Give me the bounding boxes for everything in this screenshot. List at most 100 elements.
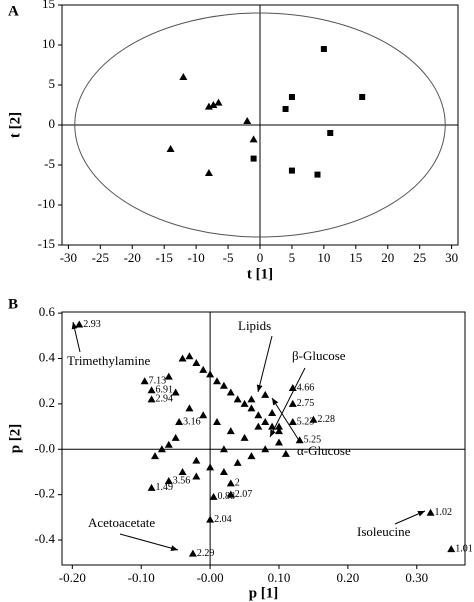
y-tick-label: -0.2 (34, 486, 55, 501)
annotation-arrow (269, 367, 306, 438)
point (164, 477, 173, 485)
point (275, 438, 283, 446)
x-tick-label: -25 (92, 250, 109, 265)
point-label: 1.02 (435, 507, 453, 518)
point (204, 169, 213, 176)
x-tick-label: -0.20 (59, 570, 86, 585)
point (199, 411, 208, 419)
point (447, 545, 456, 553)
x-axis-label: p [1] (249, 585, 279, 601)
point (249, 135, 258, 143)
point (247, 452, 256, 460)
annotation: Lipids (238, 318, 271, 333)
y-tick-label: -10 (38, 196, 55, 211)
point (171, 433, 180, 441)
point-label: 2 (235, 478, 240, 489)
x-tick-label: 20 (381, 250, 394, 265)
y-tick-label: 5 (49, 76, 56, 91)
point (175, 418, 184, 426)
point-label: 3.16 (183, 416, 201, 427)
x-tick-label: 0.20 (337, 570, 360, 585)
point-label: 4.66 (297, 382, 315, 393)
point-label: 5.23 (297, 416, 315, 427)
y-tick-label: 0.2 (39, 395, 55, 410)
point (233, 458, 242, 466)
point (254, 422, 263, 430)
annotation-arrow (119, 533, 179, 552)
point (426, 508, 435, 516)
point (288, 94, 295, 100)
y-tick-label: -5 (44, 156, 55, 171)
point (179, 73, 188, 80)
point-label: 1.49 (156, 482, 174, 493)
plot-frame (61, 311, 466, 566)
x-tick-label: -15 (156, 250, 173, 265)
point (247, 395, 256, 403)
point (288, 384, 297, 392)
point (314, 171, 321, 178)
annotation: β-Glucose (292, 348, 346, 363)
point-label: 5.25 (304, 434, 322, 445)
point-label: 2.75 (297, 398, 315, 409)
annotation-arrow (256, 335, 273, 393)
x-tick-label: 0 (257, 250, 264, 265)
point (240, 399, 249, 407)
point-label: 6.91 (156, 385, 174, 396)
point (254, 411, 263, 419)
y-axis-label: t [2] (7, 112, 23, 138)
point (359, 94, 366, 100)
y-tick-label: 0.4 (39, 350, 56, 365)
point (226, 479, 235, 487)
point-label: 0.88 (218, 491, 236, 502)
x-tick-label: -0.10 (128, 570, 155, 585)
point (219, 445, 228, 453)
point (226, 490, 235, 498)
point (199, 365, 208, 373)
point (185, 404, 194, 412)
point (288, 399, 297, 407)
x-tick-label: -5 (223, 250, 234, 265)
point-label: 2.29 (197, 548, 215, 559)
point-label: 2.93 (83, 319, 101, 330)
point (233, 395, 242, 403)
y-tick-label: 0.6 (39, 304, 56, 319)
x-tick-label: 0.10 (268, 570, 291, 585)
point (206, 463, 215, 471)
x-tick-label: 10 (317, 250, 330, 265)
point-label: 2.07 (235, 489, 253, 500)
panel-letter: B (8, 296, 18, 312)
point (209, 101, 218, 108)
point (261, 445, 270, 453)
y-tick-label: -0.4 (34, 531, 55, 546)
point (178, 354, 187, 362)
y-tick-label: 10 (42, 36, 55, 51)
x-tick-label: -20 (124, 250, 141, 265)
point (178, 467, 187, 475)
point (226, 388, 235, 396)
point (320, 46, 327, 52)
x-tick-label: 25 (413, 250, 426, 265)
x-tick-label: 5 (289, 250, 296, 265)
x-tick-label: -10 (187, 250, 204, 265)
annotation: Trimethylamine (67, 353, 151, 368)
point (281, 449, 290, 457)
point (247, 404, 256, 412)
point (243, 117, 252, 124)
point (219, 381, 228, 389)
panel-letter: A (8, 3, 19, 19)
x-tick-label: -0.00 (197, 570, 224, 585)
point (209, 492, 218, 500)
x-tick-label: -30 (60, 250, 77, 265)
point (206, 515, 215, 523)
point (261, 390, 270, 398)
point (75, 320, 84, 328)
point (140, 377, 149, 385)
point (288, 167, 295, 174)
point-label: 3.56 (173, 475, 191, 486)
point (275, 427, 283, 435)
annotation: Isoleucine (357, 524, 411, 539)
point (268, 408, 277, 416)
point (151, 452, 159, 460)
point (147, 483, 156, 491)
